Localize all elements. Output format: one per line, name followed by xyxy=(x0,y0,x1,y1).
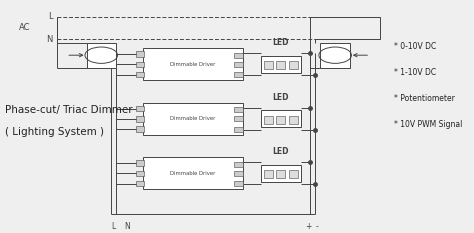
Text: * 0-10V DC: * 0-10V DC xyxy=(394,42,436,51)
Text: L: L xyxy=(48,12,53,21)
Bar xyxy=(276,170,285,178)
Bar xyxy=(261,165,301,182)
Bar xyxy=(234,127,243,131)
Bar xyxy=(276,116,285,124)
Bar xyxy=(261,110,301,127)
Bar xyxy=(137,171,145,176)
Bar xyxy=(137,160,145,166)
Bar xyxy=(261,56,301,73)
Bar xyxy=(137,62,145,67)
Text: LED: LED xyxy=(273,38,289,47)
Text: N: N xyxy=(46,35,53,44)
Text: Dimmable Driver: Dimmable Driver xyxy=(170,171,216,176)
Bar xyxy=(289,61,298,69)
Bar xyxy=(87,43,116,68)
Bar xyxy=(137,181,145,186)
Bar xyxy=(264,170,273,178)
Bar xyxy=(137,116,145,122)
Text: LED: LED xyxy=(273,147,289,156)
Text: -: - xyxy=(316,222,319,231)
Text: ( Lighting System ): ( Lighting System ) xyxy=(5,127,104,137)
Text: Phase-cut/ Triac Dimmer: Phase-cut/ Triac Dimmer xyxy=(5,105,133,115)
Bar xyxy=(137,51,145,57)
Bar xyxy=(234,62,243,67)
Bar xyxy=(143,157,243,189)
Text: +: + xyxy=(305,222,311,231)
Bar xyxy=(143,48,243,80)
Bar xyxy=(276,61,285,69)
Bar xyxy=(137,72,145,77)
Bar xyxy=(234,116,243,121)
Bar xyxy=(234,181,243,186)
Bar xyxy=(137,126,145,132)
Text: * 10V PWM Signal: * 10V PWM Signal xyxy=(394,120,462,129)
Bar xyxy=(320,43,350,68)
Text: Dimmable Driver: Dimmable Driver xyxy=(170,116,216,121)
Bar xyxy=(234,171,243,176)
Text: Dimmable Driver: Dimmable Driver xyxy=(170,62,216,67)
Bar xyxy=(264,61,273,69)
Text: AC: AC xyxy=(18,24,30,32)
Text: * Potentiometer: * Potentiometer xyxy=(394,94,455,103)
Bar xyxy=(234,162,243,167)
Bar xyxy=(289,116,298,124)
Bar xyxy=(234,53,243,58)
Bar xyxy=(234,72,243,77)
Bar xyxy=(234,107,243,112)
Bar xyxy=(289,170,298,178)
Bar xyxy=(137,106,145,111)
Bar xyxy=(143,103,243,135)
Bar xyxy=(264,116,273,124)
Text: N: N xyxy=(124,222,130,231)
Text: LED: LED xyxy=(273,93,289,102)
Text: L: L xyxy=(111,222,116,231)
Text: * 1-10V DC: * 1-10V DC xyxy=(394,68,436,77)
